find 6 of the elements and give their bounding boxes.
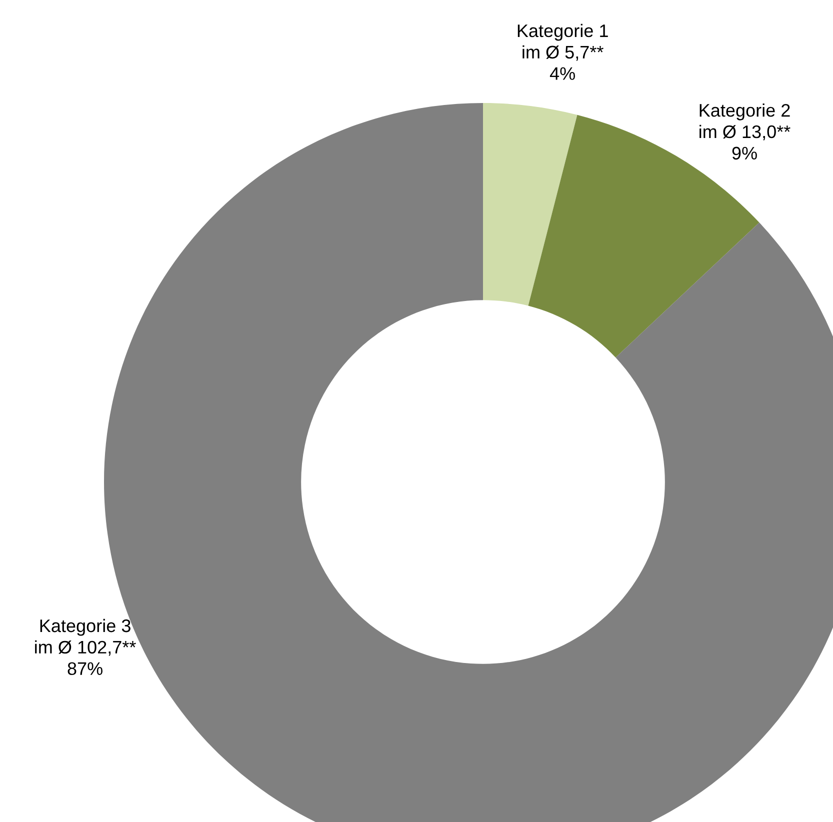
data-label: im Ø 13,0** 9% — [700, 124, 790, 160]
slice-label: Kategorie 2 — [700, 103, 790, 120]
data-label: im Ø 102,7** 87% — [35, 640, 136, 676]
data-label: im Ø 5,7** 4% — [522, 45, 604, 80]
slice-label: Kategorie 1 — [518, 24, 608, 41]
slice-label: Kategorie 3 — [40, 618, 130, 636]
